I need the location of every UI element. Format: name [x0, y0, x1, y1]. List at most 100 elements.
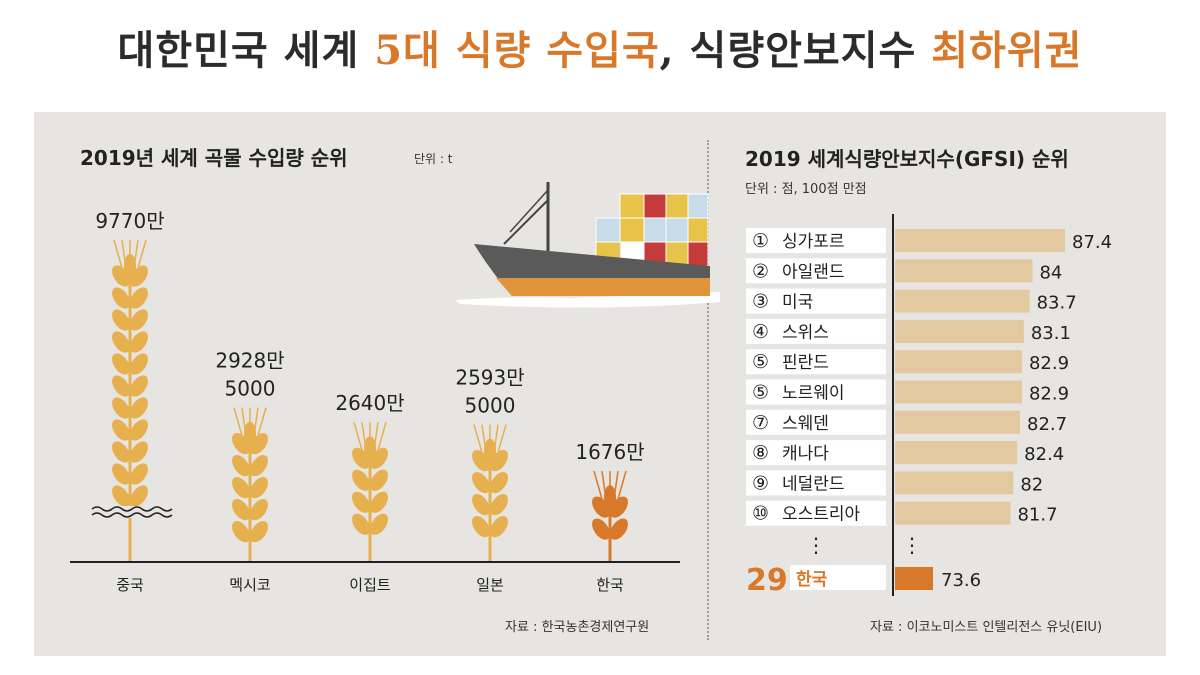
wheat-grain — [130, 463, 148, 485]
axis-break-wave — [91, 506, 173, 512]
wheat-grain — [112, 441, 130, 463]
wheat-grain — [130, 419, 148, 441]
wheat-grain — [472, 515, 490, 538]
wheat-grain — [130, 375, 148, 397]
bar-value-label: 81.7 — [1017, 505, 1057, 526]
wheat-bar — [90, 239, 173, 562]
gfsi-bar — [895, 350, 1022, 374]
wheat-bar — [352, 422, 388, 562]
country-label: 스웨덴 — [782, 414, 829, 434]
wheat-grain — [112, 309, 130, 331]
rank-label: ⑤ — [752, 382, 769, 404]
gfsi-bar — [895, 471, 1014, 495]
wheat-grain — [370, 469, 388, 491]
wheat-bar — [472, 424, 508, 562]
wheat-awn — [601, 470, 607, 500]
wheat-grain — [232, 477, 250, 499]
wheat-grain — [250, 521, 268, 543]
wheat-awn — [241, 407, 247, 436]
wheat-awn — [481, 424, 487, 453]
wheat-grain — [112, 419, 130, 441]
wheat-awn — [493, 424, 499, 453]
wheat-grain — [112, 485, 130, 507]
wheat-grain — [352, 513, 370, 535]
wheat-grain — [112, 353, 130, 375]
rank-label: ⑦ — [752, 412, 769, 434]
headline-part2: 5대 식량 수입국 — [374, 27, 660, 74]
rank-label: ④ — [752, 321, 769, 343]
wheat-grain — [232, 521, 250, 543]
row-label-box — [746, 228, 886, 253]
country-label: 오스트리아 — [782, 505, 861, 525]
wheat-grain — [370, 491, 388, 513]
row-label-box — [790, 565, 886, 590]
wheat-grain — [250, 499, 268, 521]
right-source-note: 자료 : 이코노미스트 인텔리전스 유닛(EIU) — [870, 620, 1103, 635]
gfsi-bar — [895, 441, 1018, 465]
rank-label: ② — [752, 260, 769, 282]
bar-value-label: 82.9 — [1029, 353, 1069, 374]
bar-value-label: 2593만 — [455, 366, 524, 390]
bar-value-label: 2928만 — [215, 349, 284, 373]
bar-value-label: 82.4 — [1024, 444, 1064, 465]
left-chart-unit: 단위 : t — [414, 152, 453, 166]
wheat-bar — [232, 407, 268, 562]
wheat-grain — [352, 491, 370, 513]
bar-value-label: 82.7 — [1027, 414, 1067, 435]
wheat-grain — [370, 513, 388, 535]
wheat-awn — [233, 407, 243, 436]
wheat-awn — [373, 422, 379, 451]
ellipsis-left: ⋮ — [806, 533, 826, 557]
rank-label: ① — [752, 230, 769, 252]
country-label: 미국 — [782, 293, 813, 313]
category-label: 이집트 — [349, 576, 391, 594]
country-label: 아일랜드 — [782, 262, 845, 282]
wheat-awn — [353, 422, 363, 451]
rank-label: ⑧ — [752, 442, 769, 464]
gfsi-bar — [895, 229, 1065, 252]
headline-part4: 최하위권 — [931, 27, 1083, 74]
gfsi-bar — [895, 501, 1011, 525]
wheat-bar — [592, 470, 628, 562]
wheat-grain — [112, 331, 130, 353]
wheat-awn — [257, 407, 267, 436]
wheat-awn — [593, 470, 603, 500]
wheat-grain — [592, 518, 610, 540]
category-label: 멕시코 — [229, 576, 270, 594]
country-label: 핀란드 — [782, 353, 829, 373]
wheat-grain — [232, 455, 250, 477]
headline-part1: 대한민국 세계 — [117, 27, 375, 74]
wheat-grain — [490, 493, 508, 516]
wheat-grain — [112, 287, 130, 309]
row-label-box — [746, 409, 886, 435]
row-label-box — [746, 440, 886, 466]
row-label-box — [746, 318, 886, 344]
rank-label: ⑨ — [752, 472, 769, 494]
gfsi-bar — [895, 259, 1033, 283]
wheat-awn — [361, 422, 367, 451]
rank-label: ⑩ — [752, 503, 769, 525]
wheat-grain — [490, 515, 508, 538]
country-label: 노르웨이 — [782, 384, 845, 404]
category-label: 한국 — [596, 576, 624, 594]
gfsi-bar — [895, 410, 1021, 434]
bar-value-label: 5000 — [465, 394, 516, 418]
wheat-awn — [473, 424, 483, 453]
wheat-grain — [472, 493, 490, 516]
wheat-awn — [133, 239, 139, 269]
wheat-grain — [112, 375, 130, 397]
wheat-grain — [490, 471, 508, 494]
row-label-box — [746, 470, 886, 496]
wheat-grain — [130, 309, 148, 331]
wheat-grain — [130, 331, 148, 353]
rank-label: ⑤ — [752, 351, 769, 373]
right-chart-unit: 단위 : 점, 100점 만점 — [745, 182, 867, 197]
wheat-grain — [610, 518, 628, 540]
country-label: 싱가포르 — [782, 232, 845, 252]
bar-value-label: 1676만 — [575, 440, 644, 464]
wheat-awn — [113, 239, 123, 269]
rank-label-highlight: 29 — [746, 563, 788, 598]
row-label-box — [746, 379, 886, 405]
row-label-box — [746, 258, 886, 284]
